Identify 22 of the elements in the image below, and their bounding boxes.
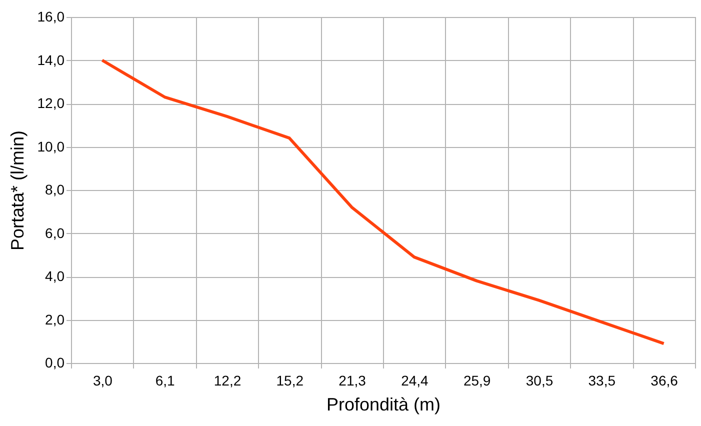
x-tick-label: 12,2 [214,372,242,388]
y-axis-title: Portata* (l/min) [7,130,28,251]
x-tick-label: 25,9 [463,372,491,388]
line-series [100,58,666,346]
y-tick-label: 8,0 [45,182,65,198]
y-tick-label: 4,0 [45,268,65,284]
x-tick-label: 33,5 [588,372,616,388]
x-tick-label: 30,5 [526,372,554,388]
y-tick-label: 14,0 [37,52,65,68]
y-tick-label: 16,0 [37,8,65,24]
x-tick-label: 15,2 [276,372,304,388]
x-tick-label: 3,0 [92,372,113,388]
y-tick-label: 6,0 [45,224,65,241]
x-tick-label: 36,6 [650,372,678,388]
y-tick-label: 2,0 [45,311,65,328]
x-tick-label: 21,3 [338,372,366,388]
x-tick-label: 6,1 [155,372,176,388]
x-tick-label: 24,4 [401,372,429,388]
x-axis-title: Profondità (m) [326,394,441,414]
y-tick-label: 12,0 [37,95,65,111]
y-tick-label: 10,0 [37,138,65,154]
y-tick-label: 0,0 [45,354,65,370]
